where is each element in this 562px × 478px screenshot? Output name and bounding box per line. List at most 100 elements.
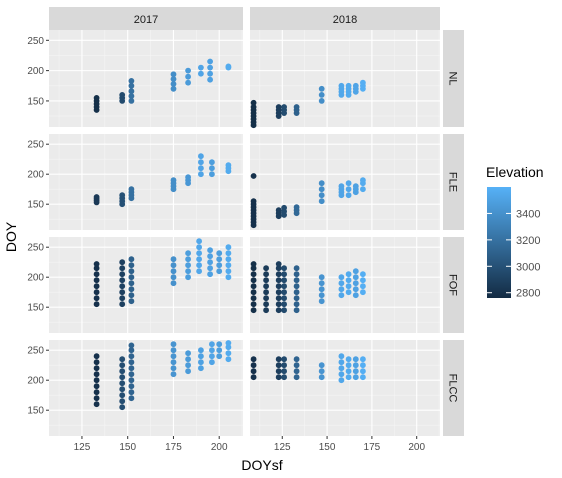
- data-point: [209, 353, 215, 360]
- data-point: [170, 371, 177, 378]
- data-point: [345, 283, 352, 290]
- data-point: [293, 307, 300, 314]
- data-point: [198, 347, 204, 354]
- data-point: [198, 64, 204, 71]
- data-point: [207, 247, 214, 254]
- row-strip: [443, 340, 464, 436]
- data-point: [352, 292, 359, 299]
- data-point: [119, 374, 126, 381]
- data-point: [209, 341, 215, 348]
- data-point: [93, 359, 100, 366]
- data-point: [128, 88, 135, 95]
- panel-background: [49, 30, 243, 127]
- data-point: [225, 256, 232, 263]
- data-point: [128, 82, 135, 89]
- data-point: [345, 356, 352, 363]
- data-point: [225, 162, 232, 169]
- data-point: [198, 359, 204, 366]
- y-tick-label: 200: [27, 376, 44, 387]
- data-point: [128, 280, 135, 287]
- data-point: [216, 347, 223, 354]
- data-point: [128, 268, 135, 275]
- data-point: [250, 271, 257, 278]
- data-point: [225, 356, 232, 363]
- data-point: [128, 298, 135, 305]
- data-point: [119, 192, 126, 199]
- data-point: [128, 186, 135, 193]
- data-point: [318, 280, 325, 287]
- data-point: [196, 250, 203, 257]
- data-point: [225, 63, 232, 70]
- y-tick-label: 150: [27, 406, 44, 417]
- data-point: [170, 85, 177, 92]
- data-point: [128, 359, 135, 366]
- row-strip-label: FLCC: [447, 374, 459, 403]
- y-tick-label: 250: [27, 140, 44, 151]
- data-point: [275, 301, 282, 308]
- data-point: [185, 174, 192, 181]
- data-point: [196, 256, 203, 263]
- data-point: [185, 268, 192, 275]
- data-point: [250, 173, 257, 179]
- data-point: [198, 153, 204, 160]
- data-point: [352, 82, 359, 89]
- data-point: [281, 204, 287, 211]
- row-strip: [443, 237, 464, 333]
- data-point: [119, 362, 126, 369]
- data-point: [170, 341, 177, 348]
- data-point: [128, 342, 135, 349]
- data-point: [318, 180, 325, 187]
- data-point: [250, 289, 257, 296]
- data-point: [250, 356, 257, 363]
- data-point: [338, 365, 345, 372]
- data-point: [250, 277, 257, 284]
- data-point: [93, 283, 100, 290]
- data-point: [338, 274, 345, 281]
- data-point: [281, 368, 287, 375]
- y-tick-label: 150: [27, 96, 44, 107]
- data-point: [119, 398, 126, 405]
- data-point: [345, 82, 352, 89]
- data-point: [119, 277, 126, 284]
- data-point: [128, 365, 135, 372]
- data-point: [216, 341, 223, 348]
- data-point: [360, 177, 366, 184]
- data-point: [185, 362, 192, 369]
- data-point: [170, 256, 177, 263]
- data-point: [275, 104, 282, 110]
- data-point: [250, 301, 257, 308]
- data-point: [225, 274, 232, 281]
- column-strip: [49, 7, 243, 30]
- row-strip-label: FOF: [447, 274, 459, 296]
- data-point: [196, 262, 203, 269]
- data-point: [275, 261, 282, 267]
- data-point: [225, 344, 232, 351]
- row-strip: [443, 134, 464, 230]
- data-point: [216, 250, 223, 257]
- data-point: [119, 259, 126, 266]
- data-point: [198, 365, 204, 372]
- x-tick-label: 200: [211, 442, 228, 453]
- data-point: [225, 244, 232, 251]
- data-point: [119, 289, 126, 296]
- data-point: [275, 368, 282, 375]
- data-point: [275, 289, 282, 296]
- data-point: [93, 95, 100, 101]
- data-point: [128, 274, 135, 281]
- x-tick-label: 175: [165, 442, 182, 453]
- data-point: [263, 271, 269, 278]
- data-point: [345, 362, 352, 369]
- data-point: [119, 283, 126, 290]
- data-point: [250, 368, 257, 375]
- y-tick-label: 250: [27, 346, 44, 357]
- data-point: [360, 289, 366, 296]
- data-point: [275, 362, 282, 369]
- data-point: [360, 186, 366, 193]
- data-point: [345, 289, 352, 296]
- data-point: [93, 265, 100, 272]
- data-point: [318, 362, 325, 369]
- panel-2018-FLCC: [250, 340, 440, 436]
- data-point: [293, 356, 300, 363]
- data-point: [352, 362, 359, 369]
